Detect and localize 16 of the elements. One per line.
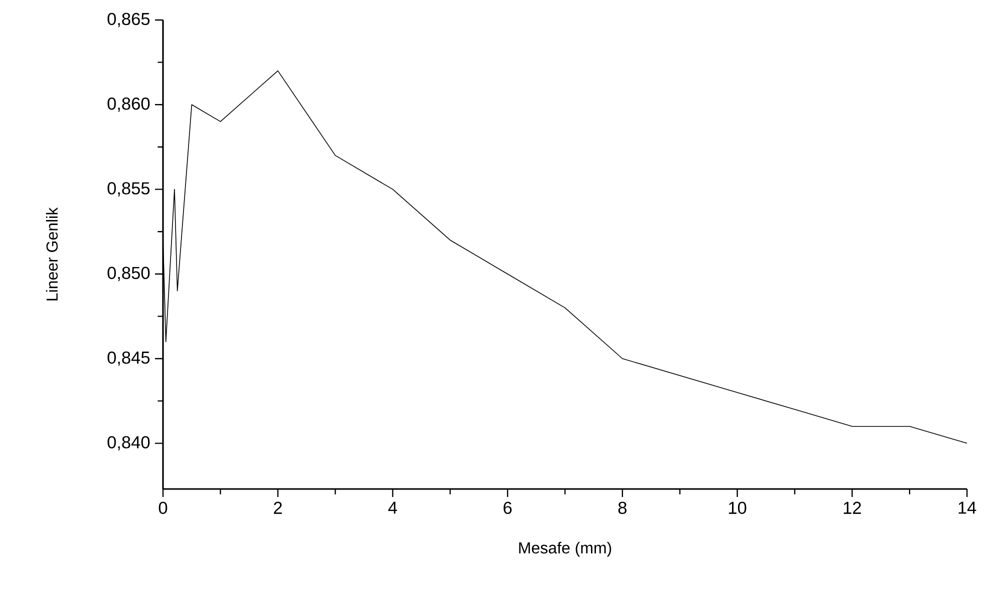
x-tick-label: 2 <box>274 502 282 514</box>
y-tick-label: 0,860 <box>108 97 150 112</box>
y-tick-label: 0,865 <box>108 12 150 28</box>
y-axis-title: Lineer Genlik <box>46 207 58 300</box>
y-tick-label: 0,840 <box>108 436 150 450</box>
x-axis-title: Mesafe (mm) <box>519 542 612 557</box>
x-tick-label: 6 <box>504 502 512 514</box>
y-tick-label: 0,845 <box>108 351 150 366</box>
x-tick-label: 10 <box>728 502 746 514</box>
x-tick-label: 8 <box>618 502 626 514</box>
x-tick-label: 14 <box>958 502 976 514</box>
x-tick-label: 0 <box>158 502 168 514</box>
x-tick-label: 12 <box>844 502 861 514</box>
y-tick-label: 0,850 <box>108 266 150 282</box>
x-tick-label: 4 <box>388 502 398 514</box>
y-tick-label: 0,855 <box>108 182 150 196</box>
